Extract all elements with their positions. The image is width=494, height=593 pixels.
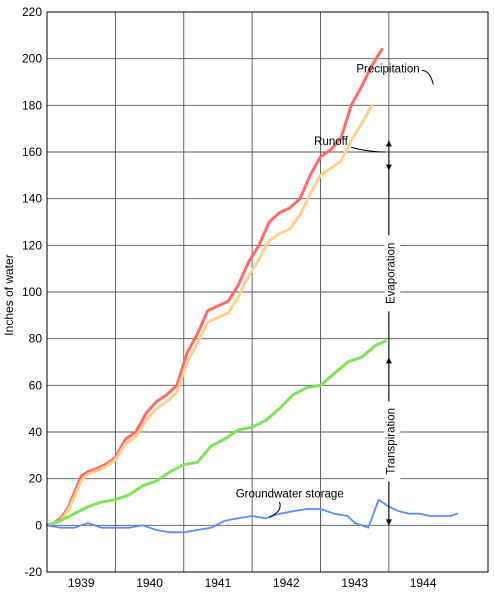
annotations: Precipitation Runoff Evaporation Transpirat…	[236, 64, 434, 518]
x-ticks: 1939 1940 1941 1942 1943 1944	[68, 576, 437, 590]
y-tick-label: 40	[29, 425, 43, 439]
x-tick-label: 1944	[410, 576, 437, 590]
y-tick-label: -20	[25, 565, 43, 579]
y-tick-label: 80	[29, 332, 43, 346]
annotation-bg	[384, 235, 401, 312]
y-tick-label: 220	[22, 5, 42, 19]
y-tick-label: 160	[22, 145, 42, 159]
y-tick-label: 180	[22, 98, 42, 112]
arrow-head	[385, 164, 392, 171]
arrow-head	[385, 357, 392, 364]
arrow-head	[385, 140, 392, 147]
y-axis-label: Inches of water	[2, 254, 16, 335]
series-lines	[45, 47, 459, 534]
y-tick-label: 20	[29, 472, 43, 486]
x-tick-label: 1940	[136, 576, 163, 590]
y-tick-label: 0	[35, 518, 42, 532]
y-tick-label: 140	[22, 192, 42, 206]
x-tick-label: 1943	[341, 576, 368, 590]
plot-frame	[46, 11, 489, 573]
x-tick-label: 1941	[205, 576, 232, 590]
y-ticks: -20 0 20 40 60 80 100 120 140 160 180 200 220	[22, 5, 42, 579]
y-tick-label: 120	[22, 238, 42, 252]
y-tick-label: 200	[22, 52, 42, 66]
series-line-3	[45, 339, 387, 527]
y-tick-label: 100	[22, 285, 42, 299]
annotation-label: Runoff	[314, 136, 348, 148]
annotation-bg	[384, 401, 401, 482]
series-line-1	[45, 47, 384, 527]
leader-line	[421, 69, 434, 85]
series-line-2	[45, 103, 374, 527]
leader-line	[269, 501, 281, 518]
series-line-4	[46, 498, 459, 534]
annotation-label: Groundwater storage	[236, 488, 344, 500]
x-tick-label: 1939	[68, 576, 95, 590]
annotation-label: Transpiration	[385, 408, 397, 475]
x-tick-label: 1942	[273, 576, 300, 590]
arrow-head	[385, 519, 392, 526]
annotation-label: Precipitation	[356, 64, 419, 76]
annotation-label: Evaporation	[385, 243, 397, 304]
y-tick-label: 60	[29, 378, 43, 392]
leader-line	[351, 146, 386, 153]
